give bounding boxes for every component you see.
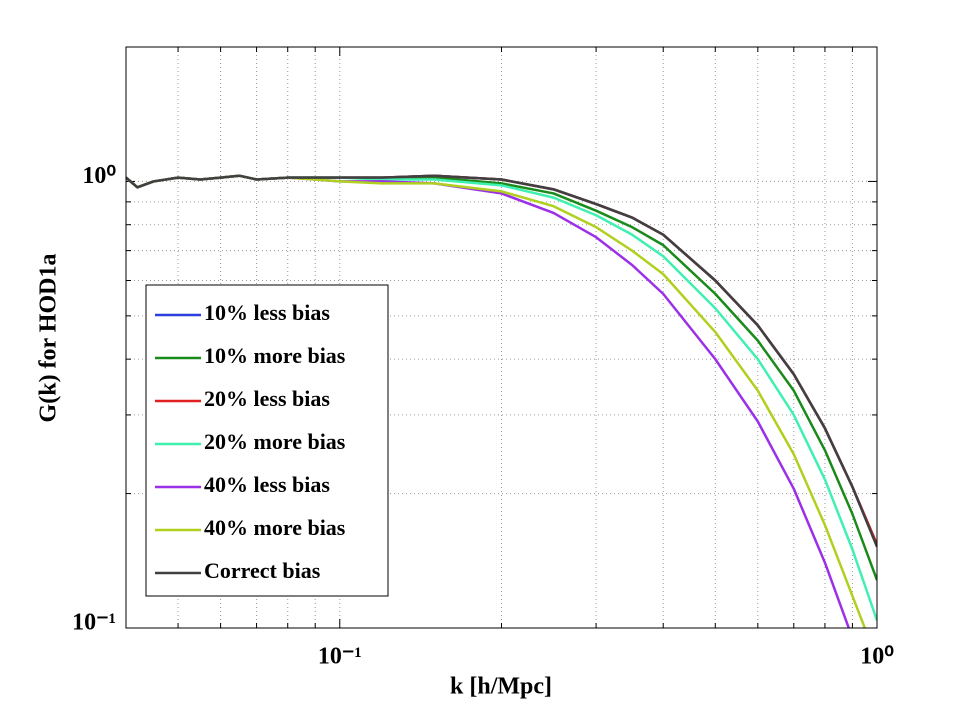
axes-frame — [125, 46, 878, 629]
y-tick-label: 10⁰ — [82, 163, 116, 189]
series-line — [126, 174, 877, 548]
y-axis-label: G(k) for HOD1a — [36, 254, 62, 423]
legend-label: 40% more bias — [204, 515, 346, 540]
legend-box — [145, 284, 389, 597]
x-tick-label: 10⁰ — [860, 644, 894, 670]
x-axis-label: k [h/Mpc] — [450, 674, 552, 700]
plot-lines — [126, 174, 877, 628]
x-tick-label: 10⁻¹ — [318, 644, 362, 670]
legend-label: 10% more bias — [204, 343, 346, 368]
legend-label: 20% more bias — [204, 429, 346, 454]
legend: 10% less bias 10% more bias 20% less bias 2… — [145, 284, 389, 597]
legend-label: Correct bias — [204, 558, 321, 583]
legend-label: 10% less bias — [204, 300, 330, 325]
legend-label: 20% less bias — [204, 386, 330, 411]
y-tick-label: 10⁻¹ — [72, 610, 116, 636]
legend-label: 40% less bias — [204, 472, 330, 497]
